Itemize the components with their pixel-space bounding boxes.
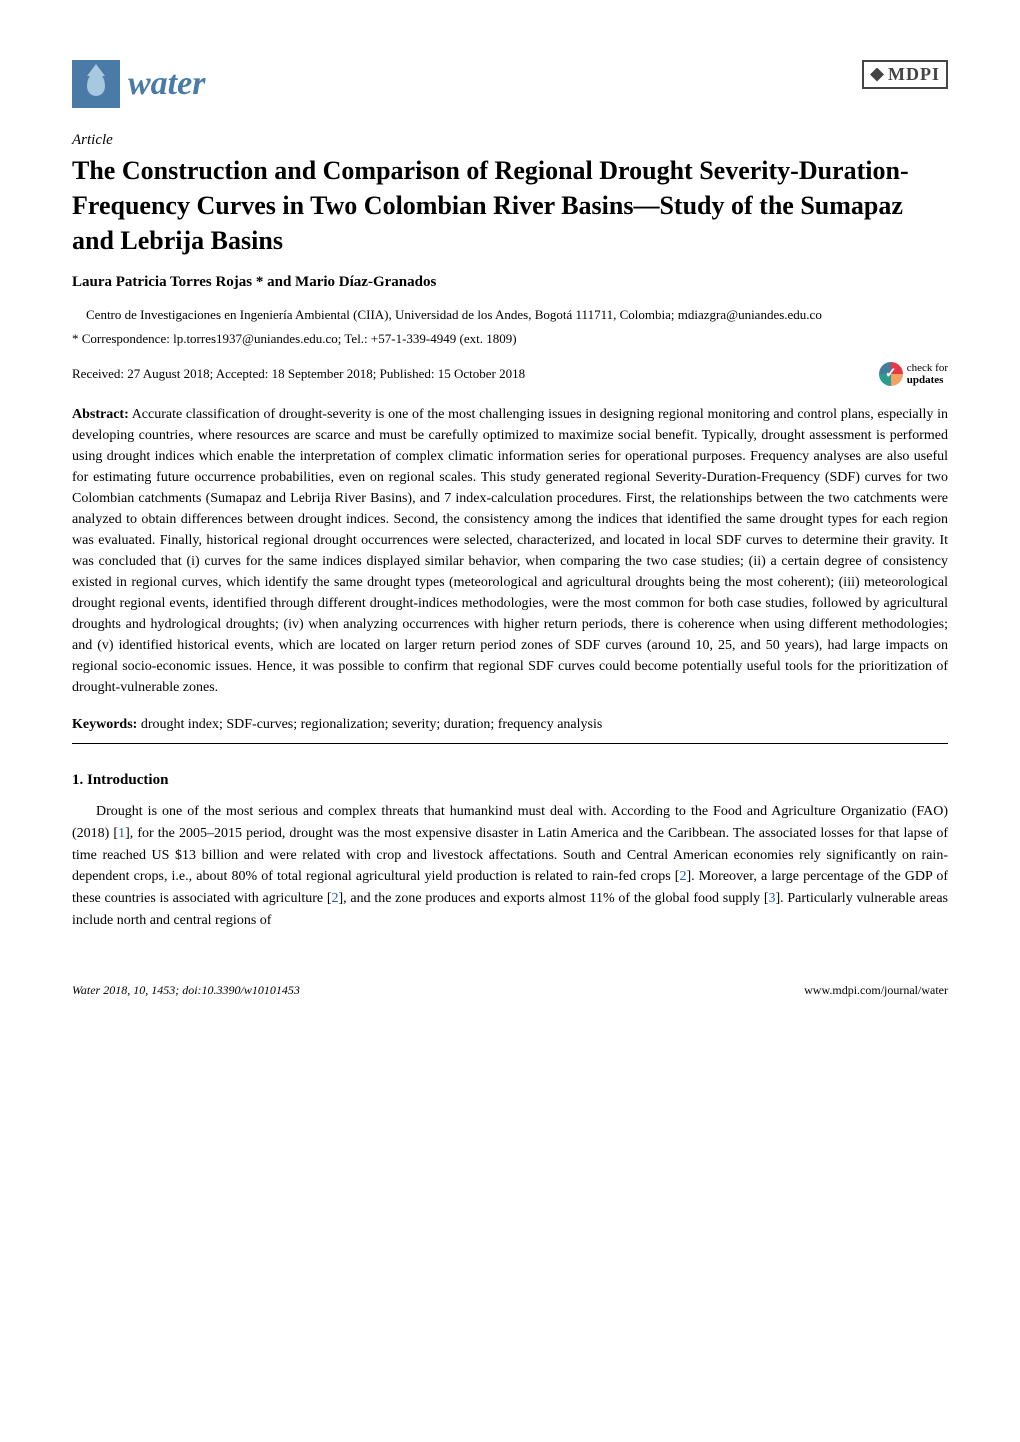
keywords-text: drought index; SDF-curves; regionalizati… bbox=[137, 717, 602, 732]
citation-link[interactable]: 2 bbox=[332, 891, 339, 906]
footer-citation: Water 2018, 10, 1453; doi:10.3390/w10101… bbox=[72, 983, 300, 998]
footer: Water 2018, 10, 1453; doi:10.3390/w10101… bbox=[72, 979, 948, 998]
check-updates-text: check for updates bbox=[907, 362, 948, 386]
keywords: Keywords: drought index; SDF-curves; reg… bbox=[72, 714, 948, 735]
keywords-label: Keywords: bbox=[72, 717, 137, 732]
divider bbox=[72, 743, 948, 744]
mdpi-icon bbox=[870, 68, 884, 82]
header: water MDPI bbox=[72, 60, 948, 108]
journal-logo-icon bbox=[72, 60, 120, 108]
publisher-name: MDPI bbox=[888, 64, 940, 85]
affiliation: Centro de Investigaciones en Ingeniería … bbox=[72, 305, 948, 325]
citation-link[interactable]: 3 bbox=[769, 891, 776, 906]
article-type: Article bbox=[72, 132, 948, 149]
footer-url: www.mdpi.com/journal/water bbox=[804, 983, 948, 998]
dates-row: Received: 27 August 2018; Accepted: 18 S… bbox=[72, 362, 948, 386]
journal-logo: water bbox=[72, 60, 205, 108]
abstract: Abstract: Accurate classification of dro… bbox=[72, 404, 948, 698]
journal-name: water bbox=[128, 65, 205, 103]
abstract-text: Accurate classification of drought-sever… bbox=[72, 407, 948, 695]
check-updates-badge[interactable]: ✓ check for updates bbox=[879, 362, 948, 386]
check-updates-icon: ✓ bbox=[879, 362, 903, 386]
abstract-label: Abstract: bbox=[72, 407, 129, 422]
droplet-icon bbox=[87, 72, 105, 96]
section-heading: 1. Introduction bbox=[72, 772, 948, 789]
correspondence: * Correspondence: lp.torres1937@uniandes… bbox=[72, 329, 948, 349]
introduction-paragraph: Drought is one of the most serious and c… bbox=[72, 801, 948, 931]
publication-dates: Received: 27 August 2018; Accepted: 18 S… bbox=[72, 366, 525, 382]
publisher-logo: MDPI bbox=[862, 60, 948, 89]
article-title: The Construction and Comparison of Regio… bbox=[72, 153, 948, 258]
authors: Laura Patricia Torres Rojas * and Mario … bbox=[72, 274, 948, 291]
